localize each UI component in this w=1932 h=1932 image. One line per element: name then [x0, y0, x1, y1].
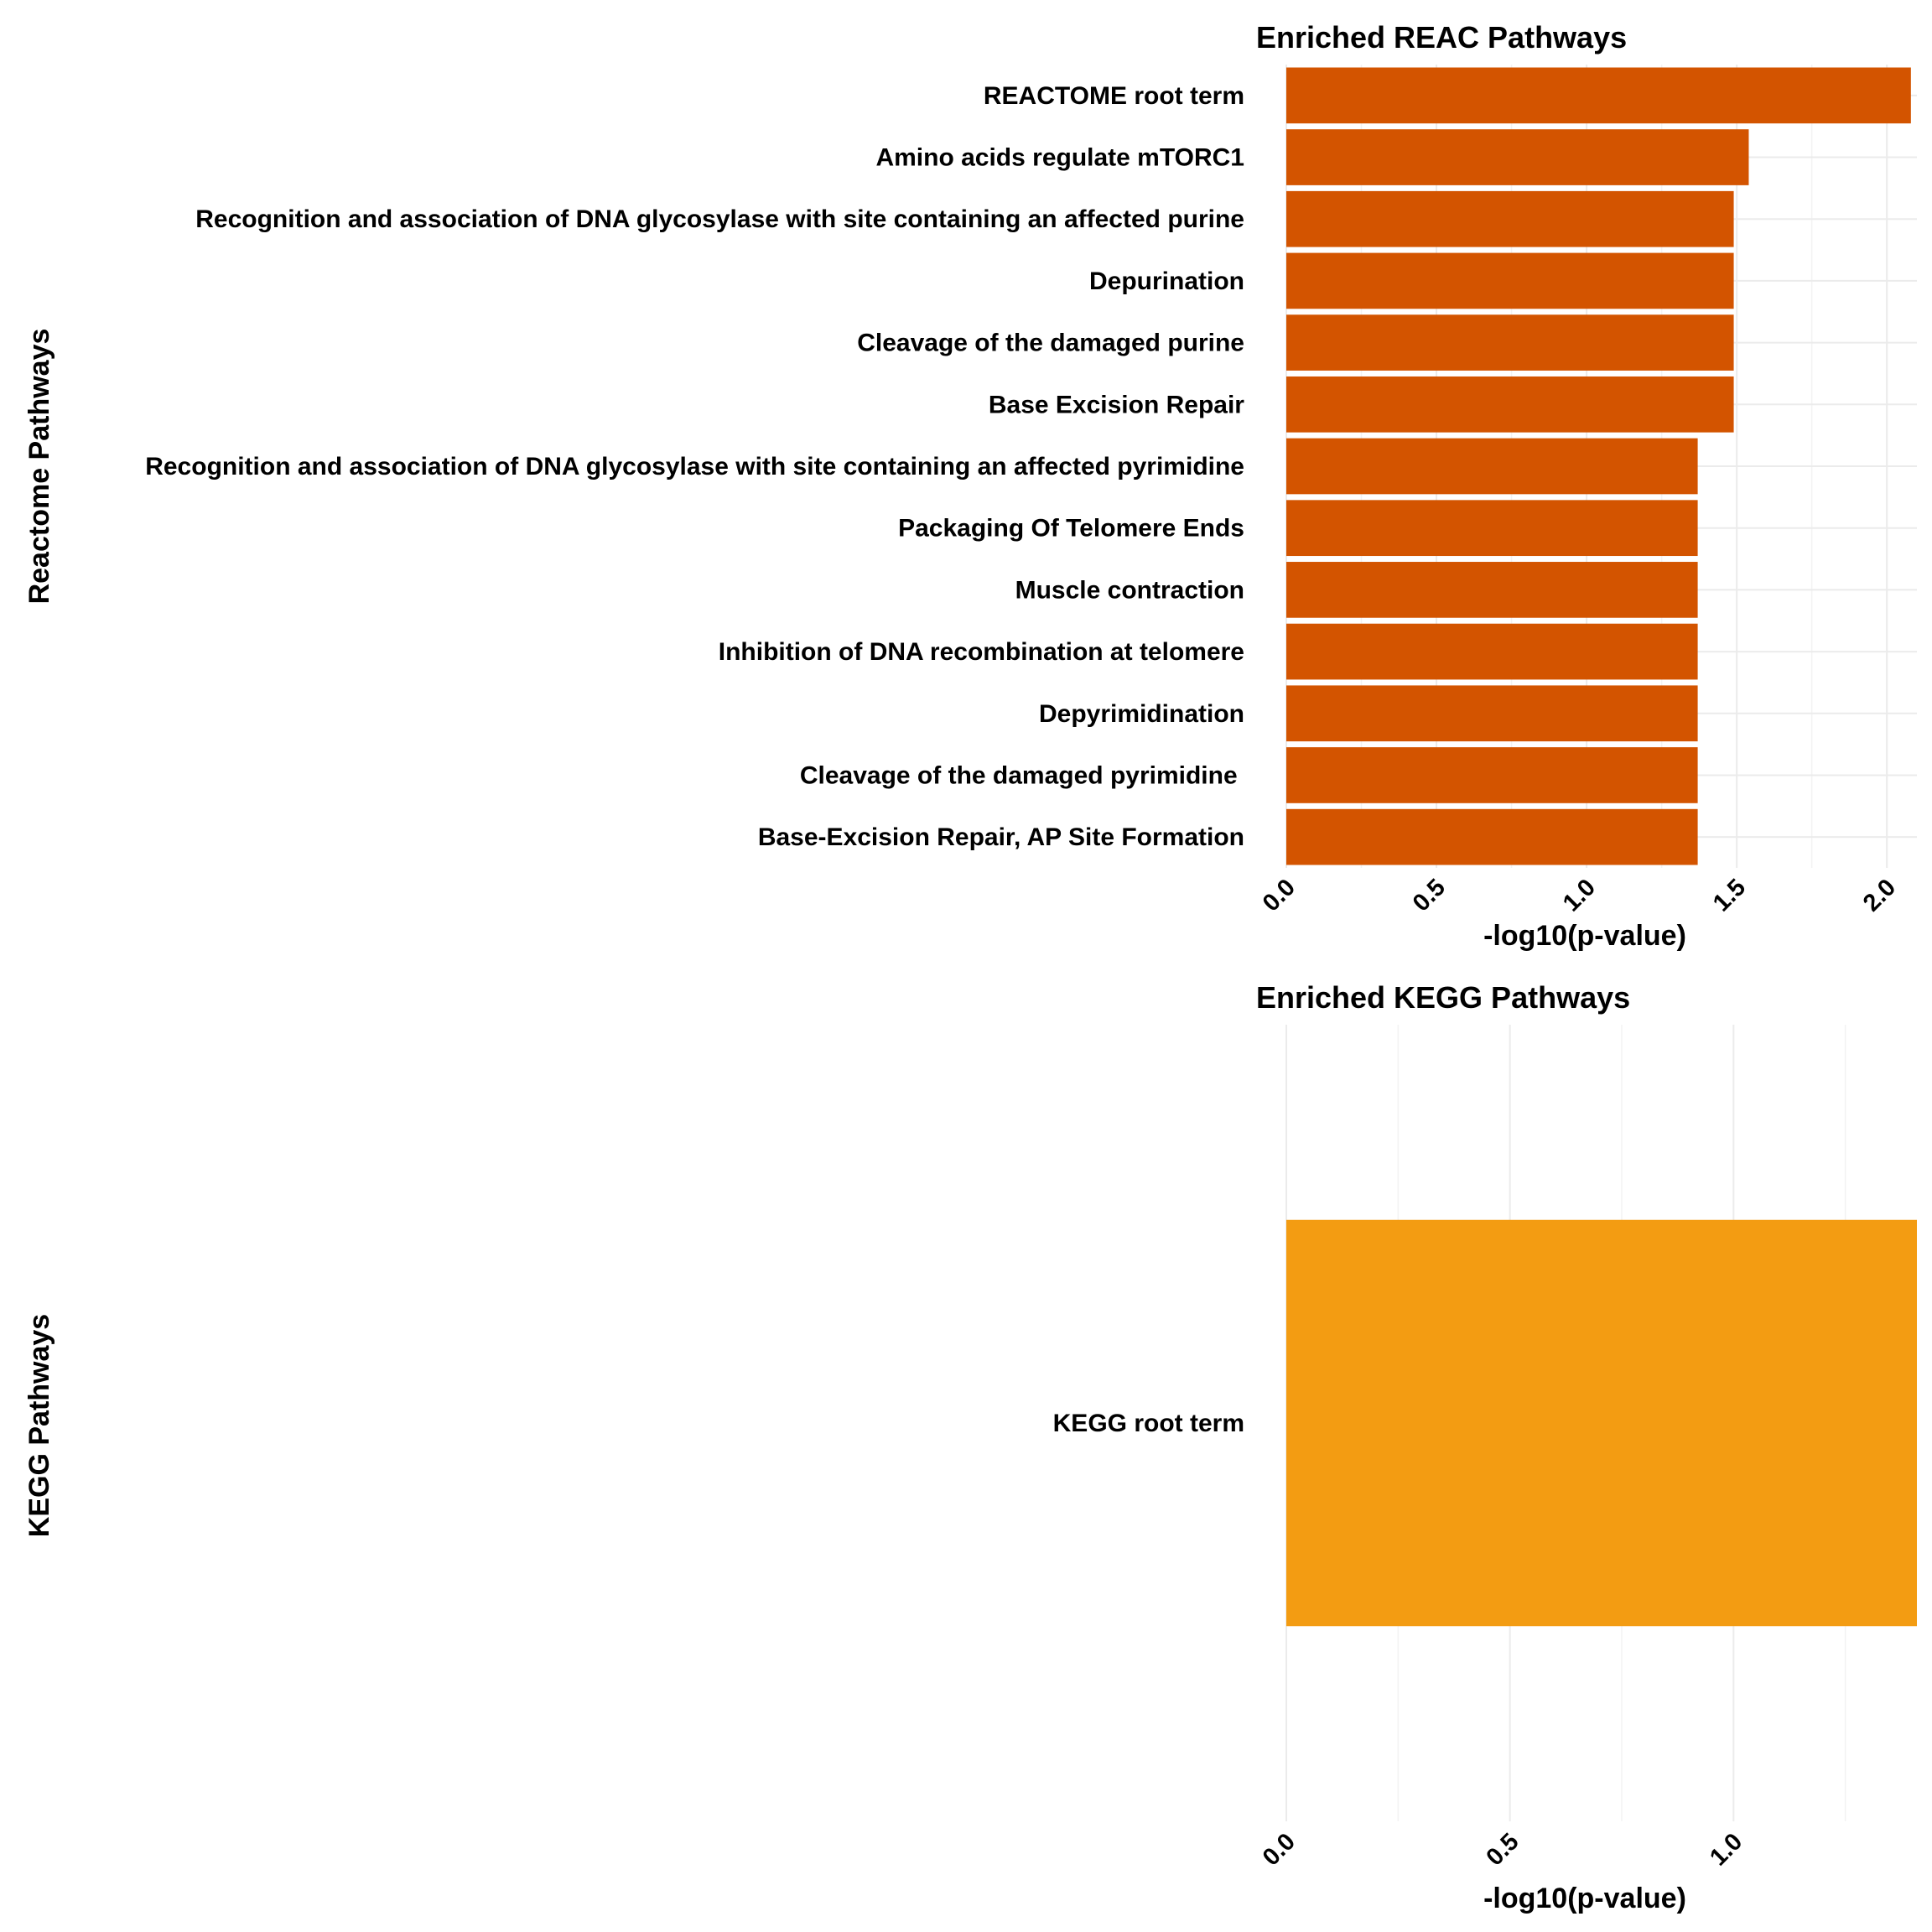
kegg-bar	[1286, 1219, 1917, 1627]
kegg-category-label: KEGG root term	[1053, 1410, 1244, 1437]
reac-bar	[1286, 129, 1749, 185]
reac-bar	[1286, 562, 1698, 618]
reac-bar	[1286, 685, 1698, 742]
reac-bar	[1286, 808, 1698, 865]
reac-category-label: Depurination	[1089, 267, 1244, 295]
reac-category-label: Recognition and association of DNA glyco…	[195, 205, 1244, 233]
reac-category-label: REACTOME root term	[984, 82, 1244, 110]
reac-x-tick-label: 0.0	[1258, 874, 1301, 917]
reac-x-tick-label: 1.0	[1558, 874, 1601, 917]
kegg-bars	[1286, 1219, 1917, 1627]
reac-bar	[1286, 438, 1698, 495]
reac-category-label: Depyrimidination	[1039, 700, 1244, 728]
reac-bar	[1286, 747, 1698, 803]
reac-category-label: Muscle contraction	[1015, 576, 1244, 604]
reac-category-label: Base-Excision Repair, AP Site Formation	[758, 823, 1244, 851]
kegg-x-tick-labels: 0.0 0.5 1.0	[1258, 1828, 1748, 1871]
reac-category-label: Inhibition of DNA recombination at telom…	[719, 638, 1244, 666]
reac-category-label: Amino acids regulate mTORC1	[875, 144, 1244, 172]
reac-x-tick-label: 2.0	[1858, 874, 1901, 917]
reac-bar	[1286, 252, 1734, 309]
reac-bars	[1286, 67, 1911, 865]
reac-bar	[1286, 500, 1698, 557]
reac-x-tick-labels: 0.0 0.5 1.0 1.5 2.0	[1258, 874, 1901, 917]
reac-category-label: Recognition and association of DNA glyco…	[145, 453, 1244, 480]
reac-category-label: Cleavage of the damaged pyrimidine	[800, 761, 1244, 789]
reac-bar	[1286, 314, 1734, 371]
reac-bar	[1286, 190, 1734, 247]
reac-category-label: Packaging Of Telomere Ends	[898, 515, 1244, 543]
kegg-category-labels: KEGG root term	[1053, 1410, 1244, 1437]
kegg-x-tick-label: 0.5	[1481, 1828, 1524, 1871]
reac-category-labels: REACTOME root term Amino acids regulate m…	[145, 82, 1244, 851]
reac-x-tick-label: 0.5	[1408, 874, 1451, 917]
reac-bar	[1286, 376, 1734, 433]
reac-category-label: Cleavage of the damaged purine	[857, 330, 1244, 357]
reac-y-axis-title: Reactome Pathways	[23, 329, 55, 605]
kegg-x-axis-title: -log10(p-value)	[1483, 1883, 1686, 1914]
kegg-x-tick-label: 0.0	[1258, 1828, 1301, 1871]
kegg-y-axis-title: KEGG Pathways	[23, 1314, 55, 1537]
reac-bar	[1286, 67, 1911, 124]
reac-bar	[1286, 623, 1698, 680]
kegg-chart-panel: KEGG root term 0.0 0.5 1.0 Enriched KEGG P…	[23, 980, 1917, 1914]
reac-chart-title: Enriched REAC Pathways	[1256, 20, 1627, 55]
reac-category-label: Base Excision Repair	[989, 391, 1244, 418]
reac-x-tick-label: 1.5	[1708, 874, 1751, 917]
kegg-x-tick-label: 1.0	[1705, 1828, 1748, 1871]
reac-x-axis-title: -log10(p-value)	[1483, 920, 1686, 952]
kegg-chart-title: Enriched KEGG Pathways	[1256, 980, 1630, 1015]
reac-chart-panel: REACTOME root term Amino acids regulate m…	[23, 20, 1917, 952]
